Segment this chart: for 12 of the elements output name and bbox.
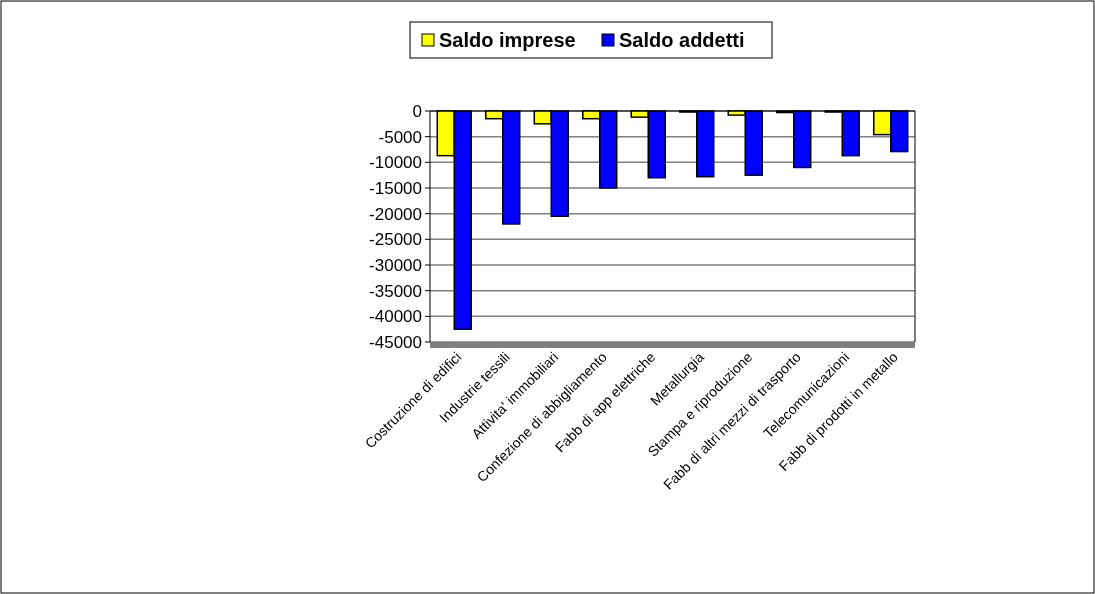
y-tick-label: -30000 <box>369 255 422 275</box>
y-tick-label: -15000 <box>369 178 422 198</box>
y-tick-label: -35000 <box>369 281 422 301</box>
y-tick-label: -5000 <box>378 127 422 147</box>
y-tick-label: 0 <box>412 101 422 121</box>
y-tick-label: -10000 <box>369 153 422 173</box>
y-tick-label: -25000 <box>369 230 422 250</box>
y-tick-label: -40000 <box>369 307 422 327</box>
y-tick-label: -20000 <box>369 204 422 224</box>
legend-label: Saldo addetti <box>619 29 745 51</box>
legend-label: Saldo imprese <box>439 29 576 51</box>
y-tick-label: -45000 <box>369 332 422 352</box>
